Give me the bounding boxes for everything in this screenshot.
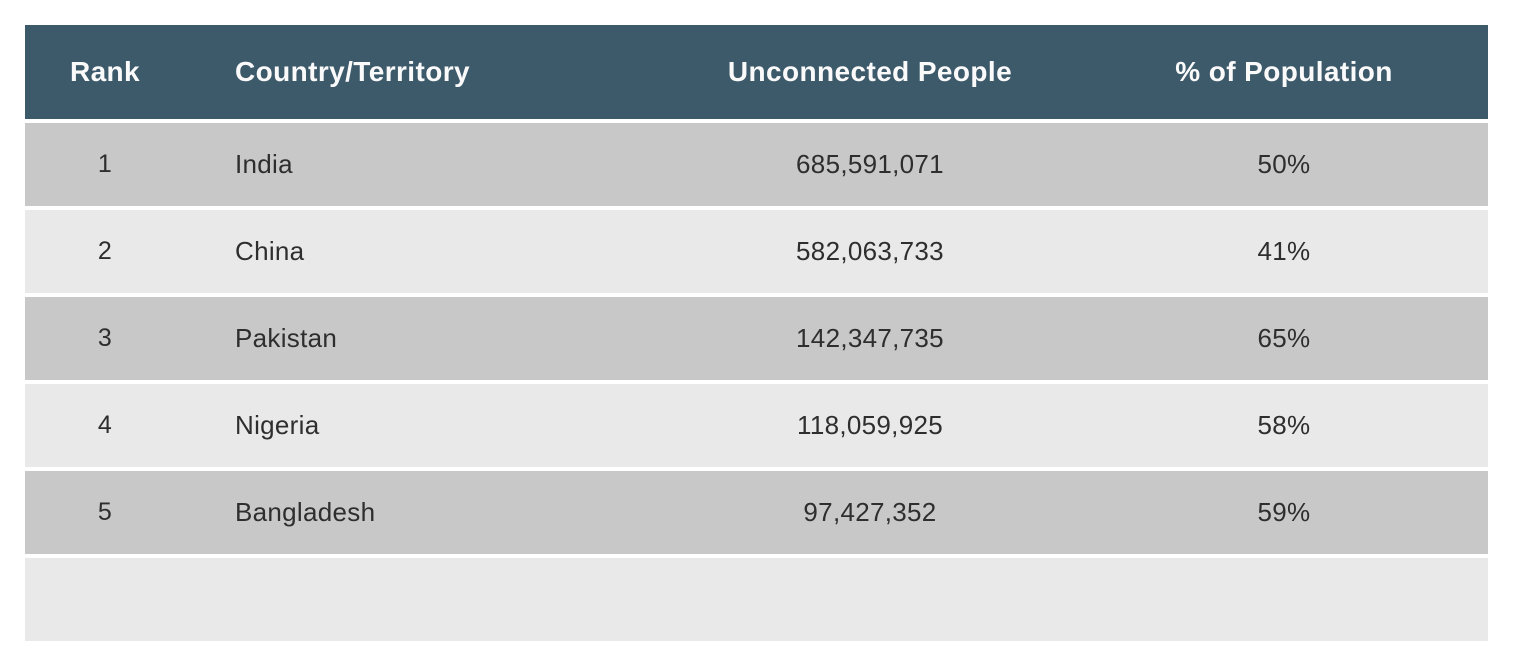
cell-country: Pakistan	[185, 297, 660, 380]
cell-rank: 3	[25, 297, 185, 380]
table-row: 2 China 582,063,733 41%	[25, 210, 1488, 293]
cell-country	[185, 558, 660, 641]
unconnected-people-table: Rank Country/Territory Unconnected Peopl…	[25, 21, 1488, 645]
cell-unconnected: 142,347,735	[660, 297, 1080, 380]
table-row-partial	[25, 558, 1488, 641]
cell-percent: 59%	[1080, 471, 1488, 554]
unconnected-people-table-wrap: Rank Country/Territory Unconnected Peopl…	[25, 21, 1488, 645]
cell-unconnected: 97,427,352	[660, 471, 1080, 554]
cell-percent: 41%	[1080, 210, 1488, 293]
table-row: 1 India 685,591,071 50%	[25, 123, 1488, 206]
cell-percent: 58%	[1080, 384, 1488, 467]
cell-percent: 50%	[1080, 123, 1488, 206]
column-header-country: Country/Territory	[185, 25, 660, 119]
table-row: 5 Bangladesh 97,427,352 59%	[25, 471, 1488, 554]
cell-rank: 4	[25, 384, 185, 467]
table-row: 4 Nigeria 118,059,925 58%	[25, 384, 1488, 467]
cell-rank	[25, 558, 185, 641]
table-row: 3 Pakistan 142,347,735 65%	[25, 297, 1488, 380]
table-header-row: Rank Country/Territory Unconnected Peopl…	[25, 25, 1488, 119]
cell-country: Bangladesh	[185, 471, 660, 554]
cell-unconnected: 685,591,071	[660, 123, 1080, 206]
cell-country: China	[185, 210, 660, 293]
column-header-percent: % of Population	[1080, 25, 1488, 119]
cell-country: India	[185, 123, 660, 206]
cell-rank: 1	[25, 123, 185, 206]
cell-unconnected: 582,063,733	[660, 210, 1080, 293]
cell-country: Nigeria	[185, 384, 660, 467]
column-header-unconnected: Unconnected People	[660, 25, 1080, 119]
cell-rank: 2	[25, 210, 185, 293]
column-header-rank: Rank	[25, 25, 185, 119]
cell-percent	[1080, 558, 1488, 641]
cell-percent: 65%	[1080, 297, 1488, 380]
cell-unconnected: 118,059,925	[660, 384, 1080, 467]
cell-rank: 5	[25, 471, 185, 554]
cell-unconnected	[660, 558, 1080, 641]
